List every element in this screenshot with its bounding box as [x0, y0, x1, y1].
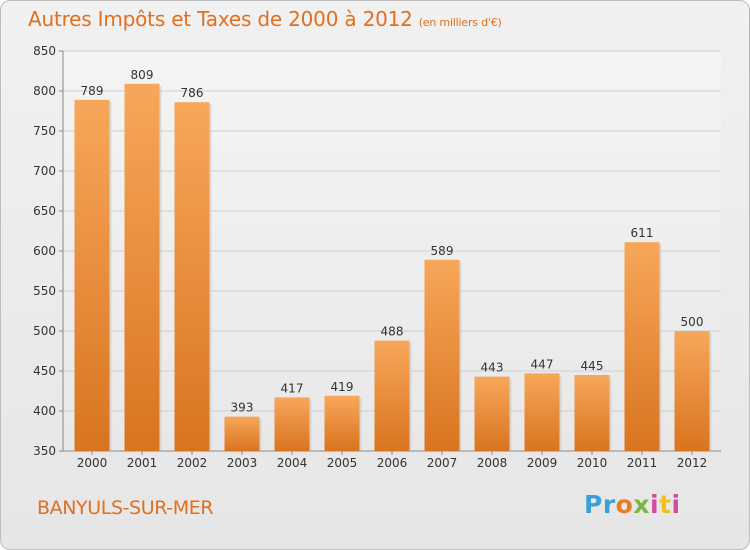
x-tick-label: 2002 — [177, 456, 208, 470]
bar-value-label: 809 — [131, 68, 154, 82]
bars: 789 809 786 393 417 419 488 589 443 447 445 611 500 — [74, 68, 712, 452]
y-tick-label: 850 — [33, 44, 56, 58]
y-tick-label: 800 — [33, 84, 56, 98]
x-tick-label: 2011 — [627, 456, 658, 470]
y-tick-label: 350 — [33, 444, 56, 458]
bar — [224, 416, 260, 451]
x-tick-label: 2010 — [577, 456, 608, 470]
y-tick-label: 450 — [33, 364, 56, 378]
bar — [324, 395, 360, 451]
y-tick-label: 600 — [33, 244, 56, 258]
y-tick-label: 650 — [33, 204, 56, 218]
bar — [624, 242, 660, 451]
x-tick-label: 2012 — [677, 456, 708, 470]
bar — [574, 375, 610, 451]
bar-value-label: 488 — [381, 325, 404, 339]
y-tick-label: 700 — [33, 164, 56, 178]
x-tick-label: 2005 — [327, 456, 358, 470]
bar — [674, 331, 710, 451]
x-tick-label: 2008 — [477, 456, 508, 470]
x-tick-label: 2006 — [377, 456, 408, 470]
bar — [524, 373, 560, 451]
bar-value-label: 589 — [431, 244, 454, 258]
y-tick-label: 550 — [33, 284, 56, 298]
bar-value-label: 500 — [681, 315, 704, 329]
y-tick-label: 500 — [33, 324, 56, 338]
bar — [424, 259, 460, 451]
chart-title: Autres Impôts et Taxes de 2000 à 2012 (en… — [28, 7, 502, 31]
bar-value-label: 611 — [631, 226, 654, 240]
bar — [124, 83, 160, 452]
bar-value-label: 786 — [181, 86, 204, 100]
bar-value-label: 417 — [281, 381, 304, 395]
x-tick-label: 2007 — [427, 456, 458, 470]
bar-value-label: 443 — [481, 361, 504, 375]
x-axis: 2000 2001 2002 2003 2004 2005 2006 2007 2008 2009… — [77, 451, 708, 470]
bar-value-label: 445 — [581, 359, 604, 373]
chart-title-text: Autres Impôts et Taxes de 2000 à 2012 — [28, 7, 413, 31]
bar-value-label: 393 — [231, 401, 254, 415]
proxiti-logo[interactable]: Proxiti — [584, 490, 681, 519]
chart-subtitle: (en milliers d'€) — [418, 16, 502, 29]
x-tick-label: 2003 — [227, 456, 258, 470]
x-tick-label: 2009 — [527, 456, 558, 470]
bar — [174, 102, 210, 451]
location-label: BANYULS-SUR-MER — [37, 497, 214, 519]
bar — [474, 376, 510, 451]
bar — [374, 340, 410, 451]
y-tick-label: 400 — [33, 404, 56, 418]
bar-value-label: 419 — [331, 380, 354, 394]
x-tick-label: 2000 — [77, 456, 108, 470]
bar — [74, 99, 110, 452]
x-tick-label: 2001 — [127, 456, 158, 470]
bar-value-label: 447 — [531, 357, 554, 371]
bar — [274, 397, 310, 451]
x-tick-label: 2004 — [277, 456, 308, 470]
bar-value-label: 789 — [81, 84, 104, 98]
y-tick-label: 750 — [33, 124, 56, 138]
